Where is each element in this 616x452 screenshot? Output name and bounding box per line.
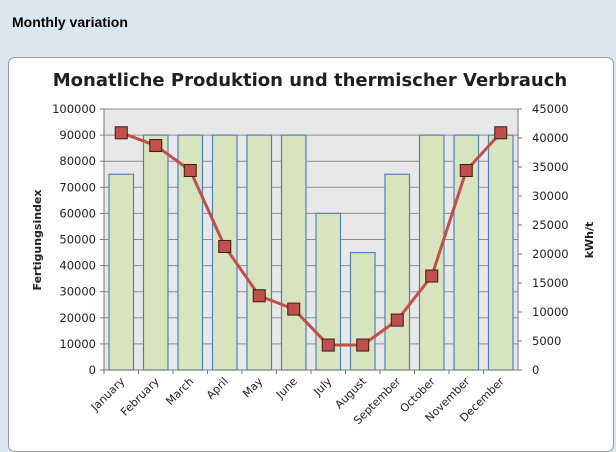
bar: [487, 134, 514, 371]
line-marker: [183, 163, 197, 177]
left-tick-label: 90000: [59, 128, 96, 142]
left-tick-label: 50000: [59, 233, 96, 247]
category-label: February: [118, 375, 162, 419]
bar: [108, 173, 135, 371]
line-marker: [390, 313, 404, 327]
category-label: April: [204, 375, 231, 402]
right-axis-label: kWh/t: [583, 222, 596, 259]
line-marker: [356, 338, 370, 352]
right-tick-label: 40000: [532, 131, 569, 145]
line-marker: [425, 269, 439, 283]
bar: [142, 134, 169, 371]
left-tick-label: 80000: [59, 154, 96, 168]
right-tick-label: 15000: [532, 276, 569, 290]
chart-title: Monatliche Produktion und thermischer Ve…: [53, 70, 567, 91]
line-marker: [114, 126, 128, 140]
line-marker: [252, 289, 266, 303]
line-marker: [459, 163, 473, 177]
right-tick-label: 35000: [532, 160, 569, 174]
right-tick-label: 0: [532, 363, 539, 377]
right-tick-label: 25000: [532, 218, 569, 232]
category-label: March: [163, 375, 196, 408]
line-marker: [494, 126, 508, 140]
line-marker: [218, 239, 232, 253]
line-marker: [287, 302, 301, 316]
category-label: July: [310, 375, 334, 399]
left-tick-label: 40000: [59, 259, 96, 273]
left-tick-label: 0: [89, 363, 96, 377]
right-tick-label: 45000: [532, 102, 569, 116]
left-tick-label: 100000: [52, 102, 96, 116]
bar: [280, 134, 307, 371]
category-label: June: [273, 375, 300, 402]
right-tick-label: 5000: [532, 334, 561, 348]
left-tick-label: 20000: [59, 311, 96, 325]
left-tick-label: 10000: [59, 337, 96, 351]
line-marker: [321, 338, 335, 352]
right-tick-label: 30000: [532, 189, 569, 203]
right-axis-ticks: 0 5000 10000 15000 20000 25000 30000 35000 40000…: [518, 102, 569, 377]
gridlines: [104, 108, 518, 345]
left-tick-label: 70000: [59, 180, 96, 194]
left-tick-label: 60000: [59, 206, 96, 220]
right-tick-label: 20000: [532, 247, 569, 261]
line-series: [114, 126, 508, 352]
bar: [349, 251, 376, 371]
line-marker: [149, 139, 163, 153]
panel-title: Monthly variation: [12, 14, 128, 30]
category-label: May: [240, 375, 266, 401]
bar: [246, 134, 273, 371]
left-axis-label: Fertigungsindex: [31, 190, 44, 291]
left-axis-ticks: 0 10000 20000 30000 40000 50000 60000 70000 8000…: [52, 102, 104, 377]
bar: [384, 173, 411, 371]
right-tick-label: 10000: [532, 305, 569, 319]
left-tick-label: 30000: [59, 285, 96, 299]
